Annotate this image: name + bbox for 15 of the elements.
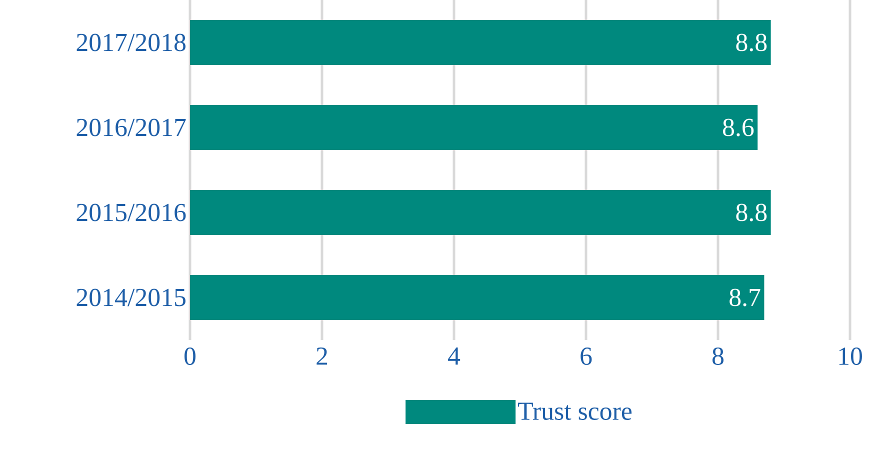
data-label: 8.8 [736,204,767,222]
x-tick-label: 0 [184,348,196,365]
x-tick-label: 2 [316,348,328,365]
legend-label: Trust score [518,402,632,420]
x-tick-label: 10 [839,348,862,365]
y-tick-label: 2016/2017 [76,118,186,136]
data-label: 8.7 [730,288,760,306]
x-tick-label: 6 [580,348,592,365]
y-tick-label: 2017/2018 [76,34,186,52]
y-tick-label: 2015/2016 [76,204,186,222]
y-tick-label: 2014/2015 [76,288,186,306]
x-tick-label: 4 [448,348,460,365]
x-tick-label: 8 [712,348,724,365]
data-label: 8.6 [723,118,754,136]
data-label: 8.8 [736,34,767,52]
